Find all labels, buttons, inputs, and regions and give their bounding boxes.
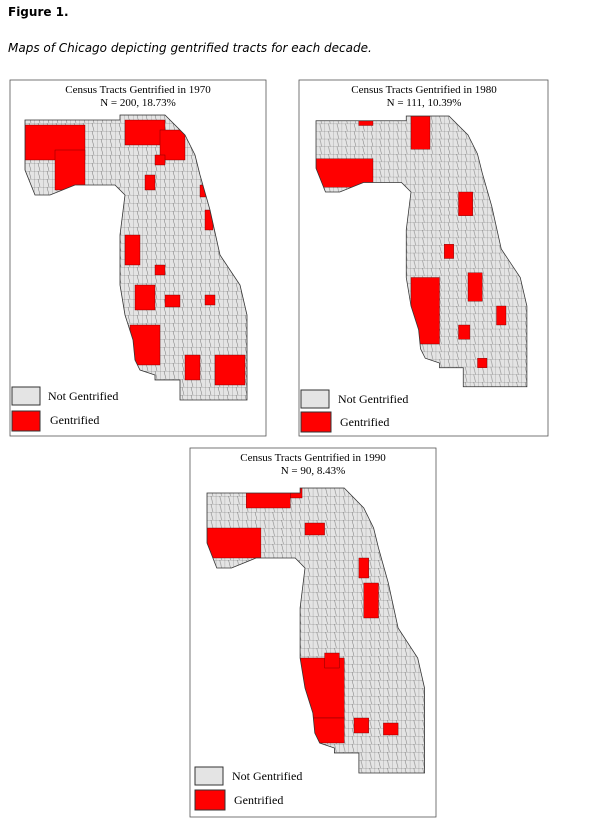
legend-label: Gentrified: [234, 793, 283, 807]
map-panel: Census Tracts Gentrified in 1970 N = 200…: [9, 79, 267, 437]
figure-label: Figure 1.: [8, 5, 69, 19]
figure-caption: Maps of Chicago depicting gentrified tra…: [8, 41, 372, 55]
legend-label: Not Gentrified: [232, 769, 302, 783]
map: [24, 114, 248, 401]
map-title: Census Tracts Gentrified in 1970: [65, 84, 211, 96]
map-title: Census Tracts Gentrified in 1990: [240, 452, 386, 464]
legend-label: Not Gentrified: [338, 392, 408, 406]
legend-label: Gentrified: [340, 415, 389, 429]
map-subtitle: N = 90, 8.43%: [281, 465, 346, 477]
legend-label: Gentrified: [50, 413, 99, 427]
map-subtitle: N = 200, 18.73%: [100, 97, 176, 109]
map-title: Census Tracts Gentrified in 1980: [351, 84, 497, 96]
map-panel: Census Tracts Gentrified in 1980 N = 111…: [298, 79, 549, 437]
legend-label: Not Gentrified: [48, 389, 118, 403]
map-panel: Census Tracts Gentrified in 1990 N = 90,…: [189, 447, 437, 818]
map-subtitle: N = 111, 10.39%: [387, 97, 462, 109]
